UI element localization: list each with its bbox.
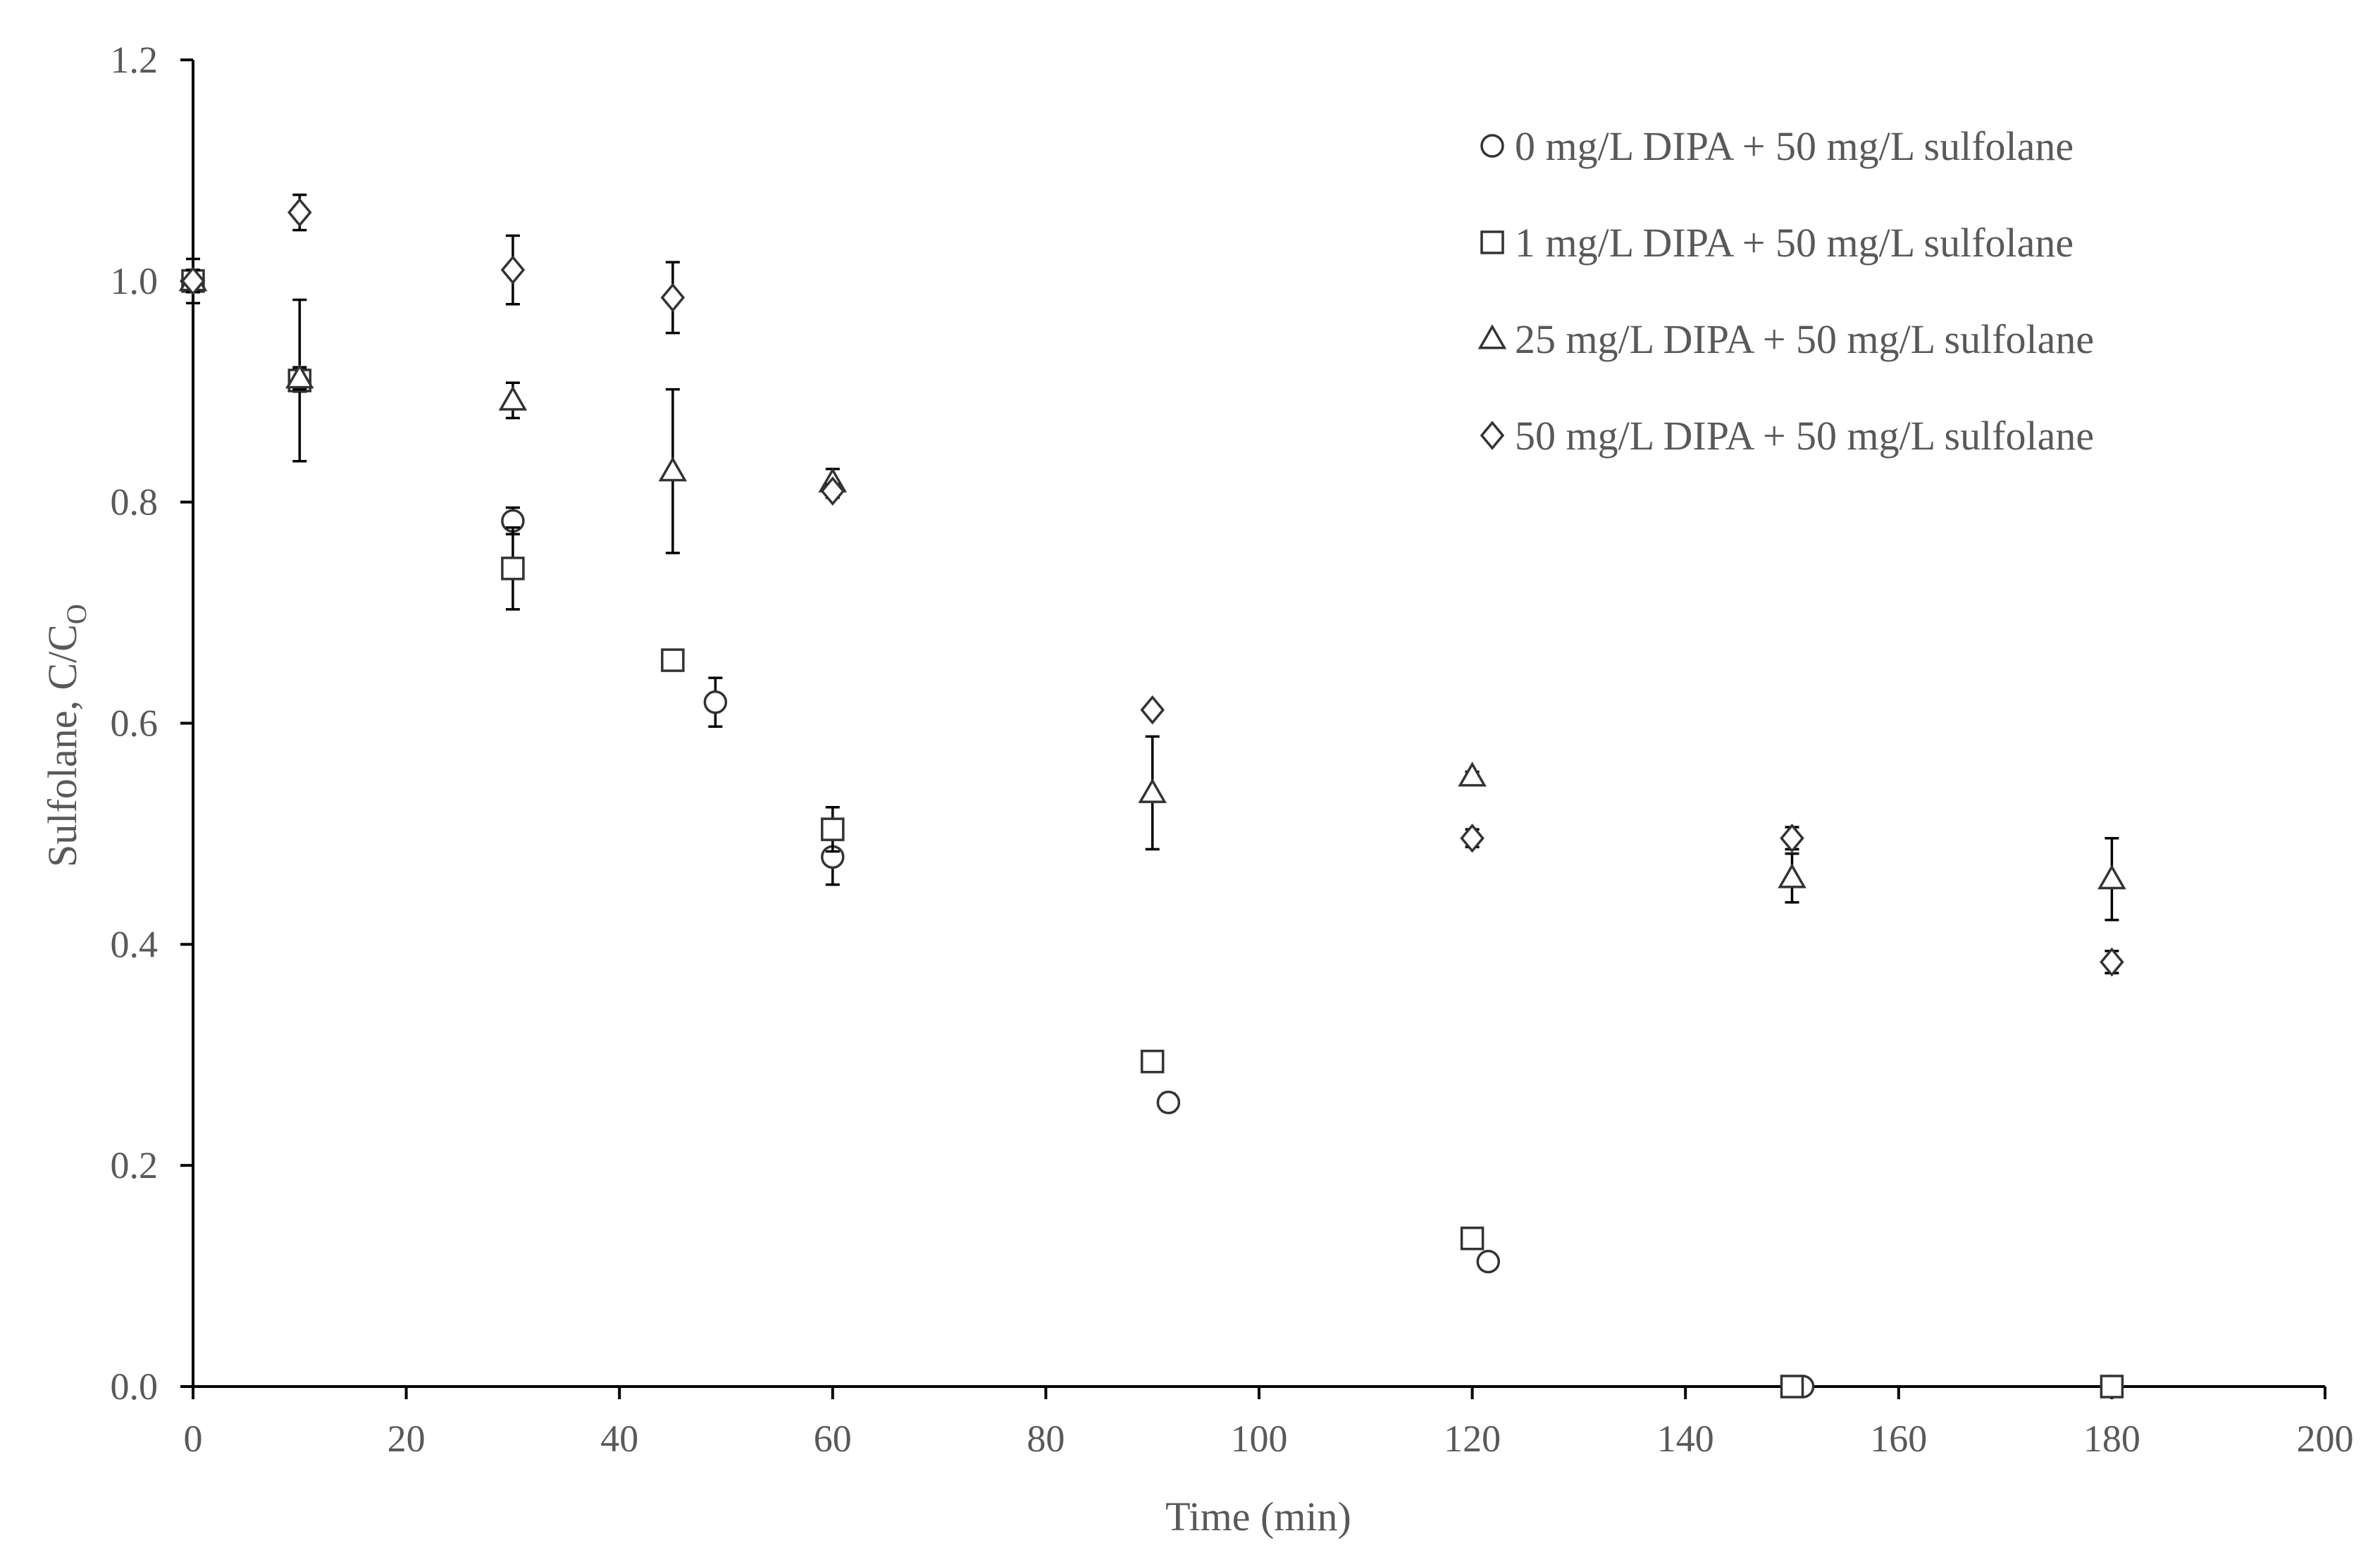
y-ticks: 0.0 0.2 0.4 0.6 0.8 1.0 1.2 [111,39,193,1408]
legend: 0 mg/L DIPA + 50 mg/L sulfolane 1 mg/L DI… [1477,123,2094,459]
x-tick-label: 120 [1444,1418,1501,1460]
x-tick-label: 180 [2083,1418,2140,1460]
data-point-triangle [498,385,528,411]
data-point-diamond [1460,823,1485,853]
legend-marker-square [1480,230,1504,254]
data-point-circle [1476,1249,1501,1274]
x-tick-label: 100 [1231,1418,1288,1460]
y-axis-title-main: Sulfolane, C/C [39,624,85,867]
data-point-square [1140,1049,1165,1074]
y-tick-label: 1.0 [111,260,159,302]
y-tick-label: 0.2 [111,1144,159,1186]
x-tick-label: 140 [1657,1418,1714,1460]
x-tick-label: 80 [1027,1418,1065,1460]
legend-label: 25 mg/L DIPA + 50 mg/L sulfolane [1515,316,2094,362]
legend-marker-circle [1480,134,1504,158]
legend-item: 0 mg/L DIPA + 50 mg/L sulfolane [1480,123,2074,169]
data-point-square [821,817,845,841]
x-tick-label: 20 [388,1418,426,1460]
data-point-square [501,557,525,581]
legend-label: 0 mg/L DIPA + 50 mg/L sulfolane [1515,123,2074,169]
x-tick-label: 60 [814,1418,852,1460]
data-point-triangle [1138,778,1167,803]
data-point-circle [703,690,728,714]
y-tick-label: 1.2 [111,39,159,81]
data-point-triangle [285,364,314,389]
y-tick-label: 0.0 [111,1365,159,1408]
data-point-triangle [1778,863,1806,888]
legend-marker-diamond [1480,421,1505,450]
data-point-diamond [180,266,206,296]
legend-label: 50 mg/L DIPA + 50 mg/L sulfolane [1515,413,2094,459]
data-point-square [1460,1226,1485,1251]
series-diamond [180,193,2124,977]
data-point-circle [1156,1090,1181,1115]
legend-marker-triangle [1477,324,1507,349]
x-tick-label: 160 [1870,1418,1927,1460]
x-ticks: 0 20 40 60 80 100 120 140 160 180 200 [184,1387,2354,1460]
x-tick-label: 0 [184,1418,203,1460]
y-axis-title-subscript: O [61,604,92,624]
data-point-square [1780,1375,1804,1399]
data-point-diamond [2100,947,2124,977]
data-point-diamond [660,283,686,313]
data-point-diamond [500,255,526,285]
y-tick-label: 0.4 [111,923,159,965]
y-tick-label: 0.8 [111,481,159,523]
x-tick-label: 200 [2297,1418,2354,1460]
legend-label: 1 mg/L DIPA + 50 mg/L sulfolane [1515,220,2074,266]
legend-item: 50 mg/L DIPA + 50 mg/L sulfolane [1480,413,2094,459]
data-point-triangle [1458,762,1487,787]
data-point-diamond [1780,823,1804,853]
data-point-square [2100,1375,2124,1399]
data-point-triangle [658,456,688,482]
series-triangle [178,266,2126,922]
data-point-diamond [287,197,312,228]
y-axis-title: Sulfolane, C/CO [39,604,92,867]
data-point-triangle [2097,864,2126,890]
legend-item: 1 mg/L DIPA + 50 mg/L sulfolane [1480,220,2074,266]
x-axis-title: Time (min) [1165,1494,1351,1539]
data-point-diamond [1140,695,1165,725]
y-tick-label: 0.6 [111,702,159,745]
data-point-square [661,648,685,672]
data-point-diamond [820,476,845,506]
series-layer [178,193,2126,1399]
legend-item: 25 mg/L DIPA + 50 mg/L sulfolane [1477,316,2094,362]
x-tick-label: 40 [600,1418,638,1460]
